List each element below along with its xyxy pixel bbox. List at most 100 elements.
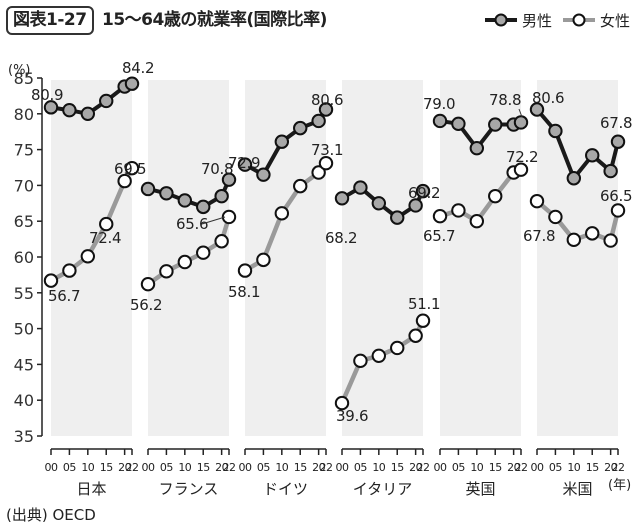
x-tick-label: 22: [417, 461, 430, 474]
x-tick-label: 15: [586, 461, 599, 474]
female-data-point: [390, 340, 405, 356]
male-data-point: [117, 79, 132, 94]
male-data-point: [408, 198, 423, 213]
male-data-point: [214, 188, 229, 204]
country-label: イタリア: [353, 480, 412, 498]
male-data-point: [256, 167, 271, 182]
x-tick-label: 05: [549, 461, 562, 474]
male-series-line: [439, 118, 522, 151]
x-tick-label: 10: [81, 461, 94, 474]
data-label: 58.1: [228, 283, 260, 301]
female-data-point: [117, 173, 132, 189]
data-label: 84.2: [122, 59, 154, 77]
x-tick-label: 15: [391, 461, 404, 474]
x-tick-label: 05: [354, 461, 367, 474]
country-label: フランス: [159, 480, 219, 498]
female-data-point: [585, 226, 600, 241]
y-tick-label: 70: [14, 176, 34, 195]
female-data-point: [124, 161, 140, 176]
female-series-line: [146, 216, 232, 287]
female-data-point: [432, 208, 448, 224]
data-label: 80.6: [311, 91, 343, 109]
female-data-point: [566, 232, 582, 248]
female-data-point: [274, 206, 290, 221]
data-label: 78.8: [489, 91, 521, 109]
female-marker-icon: [562, 13, 595, 27]
x-tick-label: 10: [178, 461, 191, 474]
data-label: 39.6: [336, 407, 368, 425]
male-data-point: [488, 117, 503, 132]
male-data-point: [469, 140, 485, 156]
male-data-point: [159, 186, 174, 201]
legend-label-male: 男性: [521, 11, 552, 30]
female-data-point: [318, 156, 334, 171]
male-data-point: [585, 148, 600, 163]
male-data-point: [451, 116, 466, 132]
female-data-point: [256, 252, 271, 268]
country-label: 英国: [465, 480, 495, 498]
female-data-point: [177, 254, 193, 270]
x-tick-label: 05: [63, 461, 76, 474]
x-tick-label: 00: [336, 461, 349, 474]
female-data-point: [214, 234, 229, 249]
legend-label-female: 女性: [599, 11, 630, 30]
male-data-point: [548, 123, 563, 139]
y-tick-label: 40: [14, 391, 34, 410]
y-tick-label: 85: [14, 69, 34, 88]
male-data-point: [177, 193, 193, 208]
female-data-point: [221, 209, 237, 225]
x-tick-label: 22: [223, 461, 236, 474]
male-data-point: [371, 196, 387, 211]
female-data-point: [353, 353, 368, 369]
data-label: 69.2: [408, 184, 440, 202]
x-tick-label: 10: [470, 461, 483, 474]
y-tick-label: 50: [14, 320, 34, 339]
legend: 男性 女性: [484, 9, 630, 31]
male-data-point: [293, 120, 308, 136]
x-tick-label: 00: [45, 461, 58, 474]
x-tick-label: 00: [142, 461, 155, 474]
legend-item-female: 女性: [562, 10, 630, 31]
male-data-point: [566, 171, 582, 186]
male-data-point: [237, 157, 253, 172]
female-series-line: [439, 167, 522, 224]
male-data-point: [334, 191, 350, 206]
female-series-line: [535, 199, 621, 243]
country-label: 日本: [76, 480, 106, 498]
female-data-point: [469, 214, 485, 229]
female-data-point: [610, 203, 626, 218]
x-tick-label: 15: [294, 461, 307, 474]
data-label: 67.8: [523, 227, 555, 245]
data-label: 70.8: [201, 160, 233, 178]
x-tick-label: 05: [452, 461, 465, 474]
x-tick-label: 20: [312, 461, 325, 474]
male-data-point: [124, 76, 140, 91]
female-data-point: [451, 203, 466, 218]
female-data-point: [548, 209, 563, 225]
data-label: 56.2: [130, 296, 162, 314]
x-tick-label: 22: [612, 461, 625, 474]
female-data-point: [513, 162, 529, 177]
female-data-point: [80, 249, 96, 264]
female-series-line: [243, 161, 328, 273]
x-tick-label: 05: [257, 461, 270, 474]
x-tick-label: 15: [489, 461, 502, 474]
x-tick-label: 15: [100, 461, 113, 474]
male-data-point: [610, 134, 626, 149]
male-data-point: [221, 172, 237, 187]
chart-title: 15〜64歳の就業率(国際比率): [102, 10, 327, 30]
female-data-point: [237, 263, 253, 278]
female-series-line: [49, 167, 134, 283]
male-data-point: [80, 106, 96, 122]
panel-background: [51, 80, 132, 436]
x-tick-label: 20: [118, 461, 131, 474]
female-data-point: [99, 216, 114, 232]
data-label: 72.2: [506, 148, 538, 166]
data-label: 72.9: [228, 154, 260, 172]
panel-background: [245, 80, 326, 436]
panel-background: [440, 80, 521, 436]
male-data-point: [390, 210, 405, 225]
female-data-point: [529, 193, 545, 209]
x-tick-label: 05: [160, 461, 173, 474]
